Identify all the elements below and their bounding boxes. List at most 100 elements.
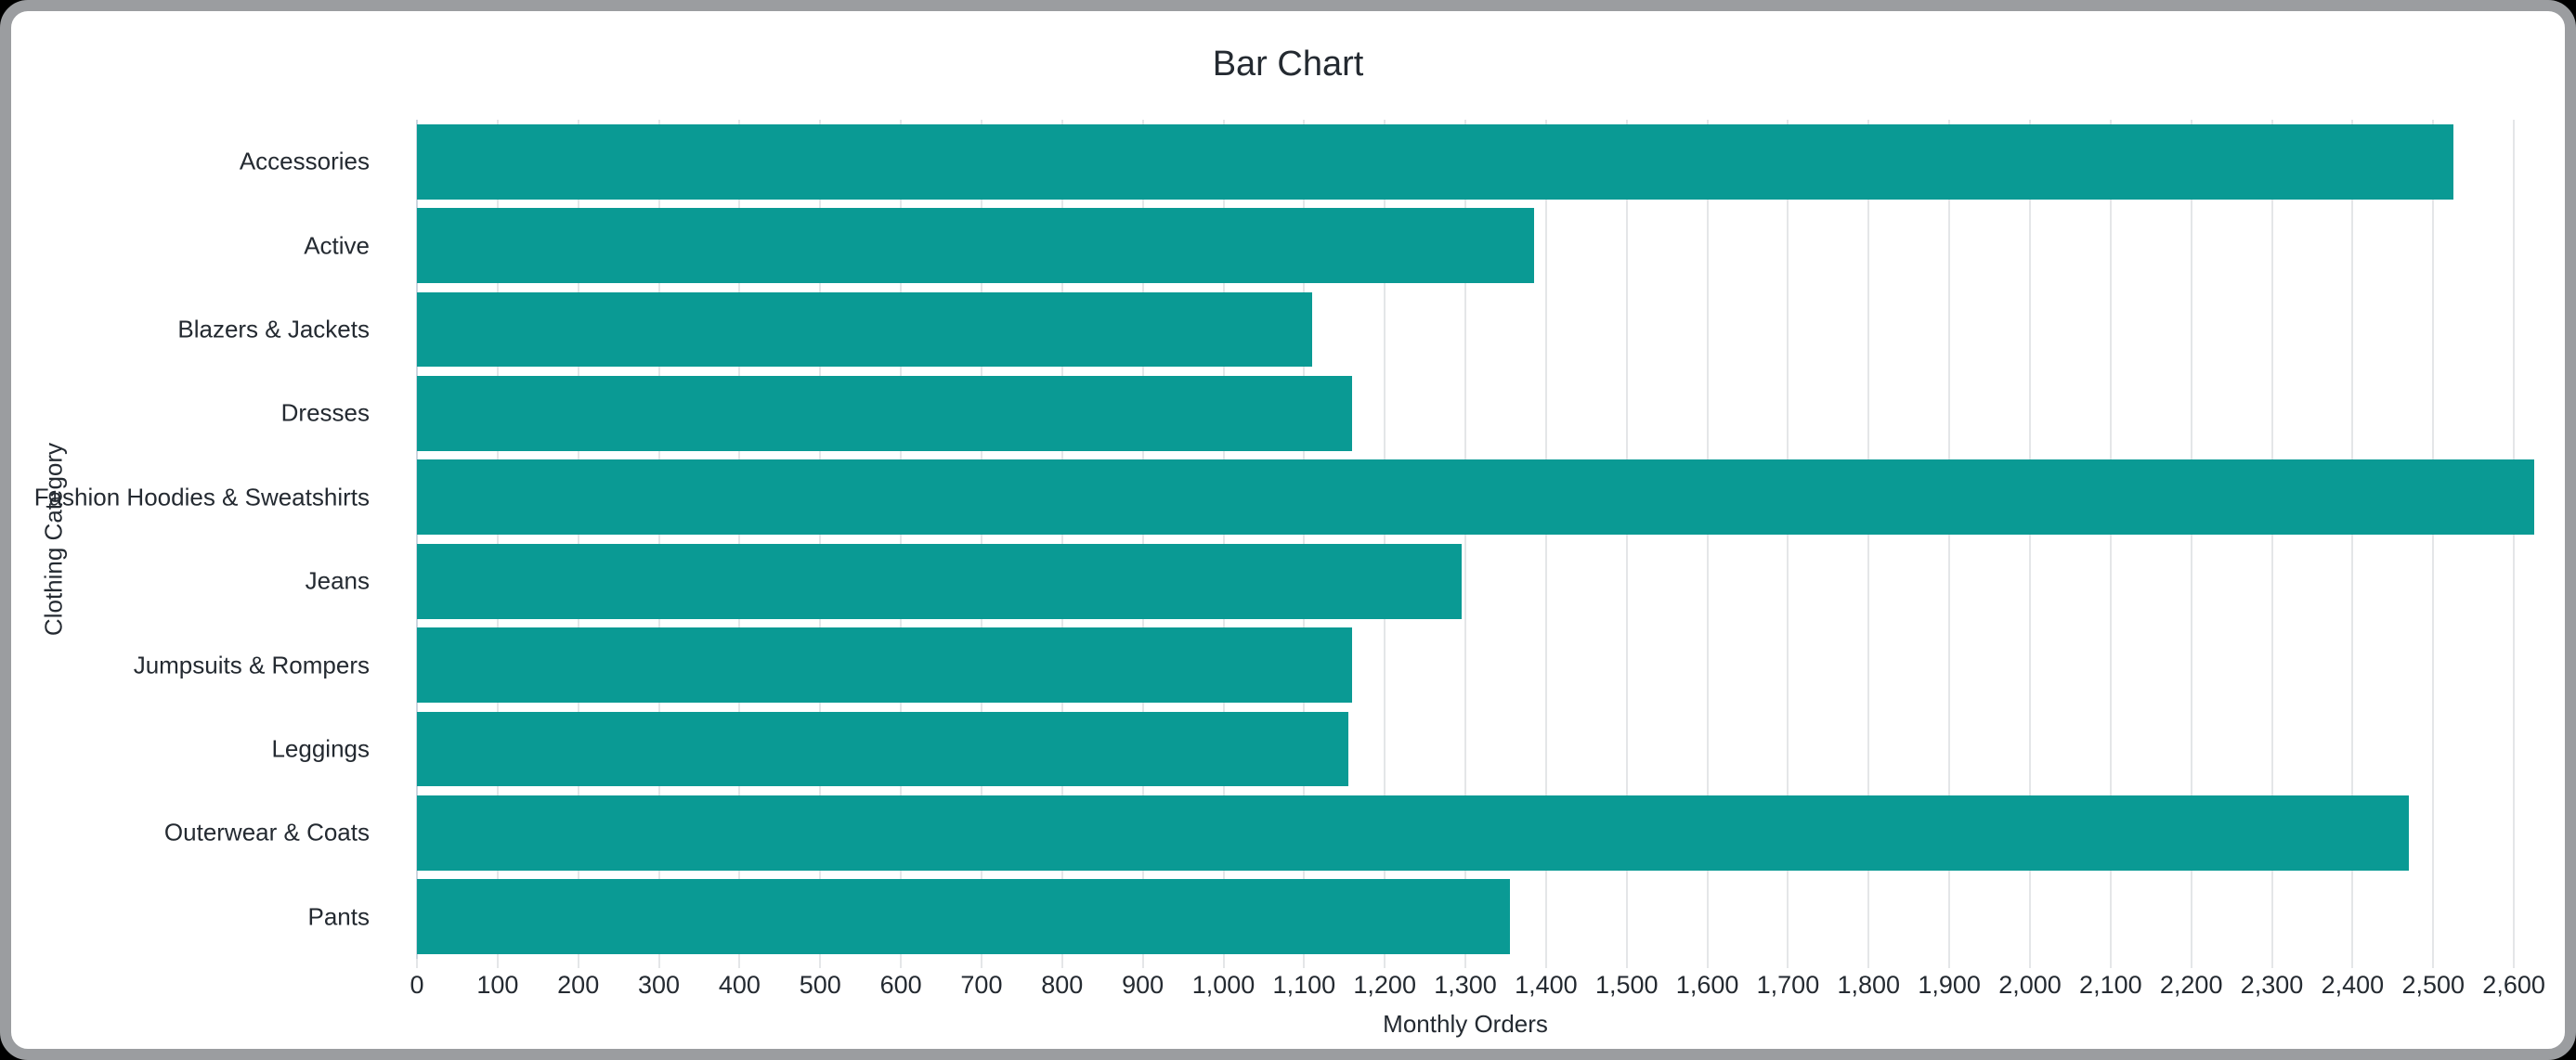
x-tick-label: 1,800 xyxy=(1837,971,1901,999)
y-axis-title: Clothing Category xyxy=(39,442,68,637)
x-tickmark-700 xyxy=(980,959,982,968)
y-axis-label: Pants xyxy=(307,902,371,931)
x-axis-title: Monthly Orders xyxy=(1383,1010,1548,1038)
gridline-x-1100 xyxy=(1303,120,1306,959)
bar-dresses xyxy=(417,375,1353,451)
y-axis-label: Leggings xyxy=(271,734,370,763)
x-tickmark-2100 xyxy=(2109,959,2112,968)
x-tick-label: 1,200 xyxy=(1353,971,1416,999)
x-tick-label: 0 xyxy=(410,971,424,999)
x-tickmark-1900 xyxy=(1948,959,1951,968)
x-tick-label: 600 xyxy=(879,971,922,999)
gridline-x-500 xyxy=(819,120,822,959)
bar-accessories xyxy=(417,123,2453,200)
x-tickmark-1200 xyxy=(1384,959,1386,968)
gridline-x-2000 xyxy=(2029,120,2031,959)
x-tick-label: 700 xyxy=(960,971,1003,999)
x-tickmark-2300 xyxy=(2270,959,2273,968)
gridline-x-0 xyxy=(416,120,418,959)
x-tickmark-200 xyxy=(577,959,579,968)
gridline-x-2500 xyxy=(2432,120,2435,959)
x-tick-label: 400 xyxy=(718,971,761,999)
bar-pants xyxy=(417,879,1510,955)
x-tick-label: 1,000 xyxy=(1191,971,1255,999)
y-axis-label: Accessories xyxy=(239,147,370,175)
gridline-x-1900 xyxy=(1948,120,1951,959)
gridline-x-700 xyxy=(980,120,982,959)
x-tick-label: 1,700 xyxy=(1756,971,1820,999)
x-tickmark-800 xyxy=(1060,959,1063,968)
gridline-x-1600 xyxy=(1706,120,1709,959)
x-tick-label: 2,600 xyxy=(2482,971,2545,999)
gridline-x-2200 xyxy=(2190,120,2192,959)
chart-title: Bar Chart xyxy=(1212,45,1364,84)
x-tickmark-600 xyxy=(900,959,903,968)
bar-blazers-jackets xyxy=(417,291,1313,368)
x-tick-label: 2,200 xyxy=(2159,971,2223,999)
x-tick-label: 500 xyxy=(799,971,841,999)
y-axis-label: Dresses xyxy=(280,398,370,427)
x-tickmark-1600 xyxy=(1706,959,1709,968)
x-tick-label: 200 xyxy=(557,971,600,999)
y-axis-label: Outerwear & Coats xyxy=(163,818,370,847)
x-tick-label: 2,400 xyxy=(2321,971,2385,999)
x-tickmark-1300 xyxy=(1464,959,1467,968)
gridline-x-300 xyxy=(657,120,660,959)
gridline-x-1800 xyxy=(1867,120,1870,959)
gridline-x-600 xyxy=(900,120,903,959)
x-tickmark-500 xyxy=(819,959,822,968)
x-tickmark-400 xyxy=(738,959,741,968)
y-axis-label: Blazers & Jackets xyxy=(177,315,370,343)
y-axis-label: Active xyxy=(304,231,370,260)
x-tickmark-1400 xyxy=(1544,959,1547,968)
bar-outerwear-coats xyxy=(417,795,2410,871)
x-tickmark-2000 xyxy=(2029,959,2031,968)
gridline-x-1700 xyxy=(1787,120,1789,959)
x-tick-label: 2,300 xyxy=(2240,971,2304,999)
gridline-x-400 xyxy=(738,120,741,959)
gridline-x-1200 xyxy=(1384,120,1386,959)
x-tickmark-1100 xyxy=(1303,959,1306,968)
x-tick-label: 1,600 xyxy=(1675,971,1739,999)
gridline-x-800 xyxy=(1060,120,1063,959)
gridline-x-1500 xyxy=(1625,120,1628,959)
plot-area xyxy=(416,120,2534,959)
y-axis-label: Fashion Hoodies & Sweatshirts xyxy=(33,483,370,511)
x-tick-label: 2,100 xyxy=(2079,971,2142,999)
x-tick-label: 1,500 xyxy=(1594,971,1659,999)
x-tickmark-300 xyxy=(657,959,660,968)
x-tick-label: 1,300 xyxy=(1434,971,1497,999)
x-tick-label: 800 xyxy=(1041,971,1084,999)
x-tickmark-2500 xyxy=(2432,959,2435,968)
x-tick-label: 1,100 xyxy=(1272,971,1336,999)
x-tickmark-1800 xyxy=(1867,959,1870,968)
gridline-x-1000 xyxy=(1222,120,1225,959)
x-tick-label: 900 xyxy=(1122,971,1164,999)
gridline-x-200 xyxy=(577,120,579,959)
x-tickmark-900 xyxy=(1141,959,1144,968)
gridline-x-2300 xyxy=(2270,120,2273,959)
gridline-x-2600 xyxy=(2513,120,2516,959)
gridline-x-900 xyxy=(1141,120,1144,959)
x-tickmark-100 xyxy=(496,959,499,968)
bar-leggings xyxy=(417,711,1349,787)
gridline-x-2400 xyxy=(2351,120,2354,959)
x-tick-label: 2,500 xyxy=(2401,971,2465,999)
x-tickmark-1000 xyxy=(1222,959,1225,968)
x-tickmark-1500 xyxy=(1625,959,1628,968)
gridline-x-2100 xyxy=(2109,120,2112,959)
x-tickmark-2200 xyxy=(2190,959,2192,968)
x-tick-label: 2,000 xyxy=(1998,971,2062,999)
gridline-x-1300 xyxy=(1464,120,1467,959)
gridline-x-100 xyxy=(496,120,499,959)
y-axis-label: Jumpsuits & Rompers xyxy=(133,651,370,679)
x-tickmark-2400 xyxy=(2351,959,2354,968)
x-tickmark-0 xyxy=(416,959,418,968)
x-tick-label: 300 xyxy=(638,971,681,999)
gridline-x-1400 xyxy=(1544,120,1547,959)
bar-fashion-hoodies-sweatshirts xyxy=(417,459,2534,536)
bar-active xyxy=(417,208,1534,284)
bar-jeans xyxy=(417,543,1462,619)
